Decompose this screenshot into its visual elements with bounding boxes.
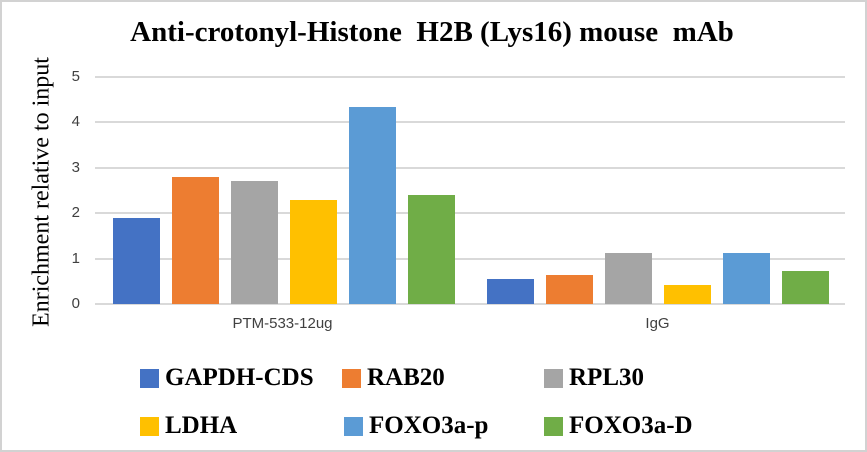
bar-group-PTM-533-12ug [113,106,455,304]
gridline-0 [95,303,845,305]
x-category-label-IgG: IgG [645,315,670,332]
bar-group-IgG [487,252,829,304]
y-tick-label-4: 4 [71,113,80,131]
gridline-5 [95,76,845,78]
legend-item-FOXO3a-D: FOXO3a-D [544,412,693,440]
legend-item-RAB20: RAB20 [342,364,445,392]
bar-RPL30-IgG [605,252,652,304]
bar-FOXO3a-p-IgG [723,252,770,304]
chart-title: Anti-crotonyl-Histone H2B (Lys16) mouse … [130,16,734,48]
gridline-2 [95,212,845,215]
legend-swatch-icon [544,416,563,436]
legend-label: RPL30 [569,364,644,391]
legend-item-FOXO3a-p: FOXO3a-p [344,412,488,440]
bar-LDHA-IgG [664,284,711,304]
legend-swatch-icon [344,416,363,436]
bar-GAPDH-CDS-IgG [487,279,534,304]
y-tick-label-5: 5 [71,68,80,85]
gridline-4 [95,121,845,124]
legend-label: LDHA [165,412,238,439]
bar-RAB20-IgG [546,274,593,304]
bar-FOXO3a-p-PTM-533-12ug [349,106,396,304]
bar-RAB20-PTM-533-12ug [172,176,219,304]
legend-label: FOXO3a-D [569,412,693,439]
x-category-label-PTM-533-12ug: PTM-533-12ug [232,315,333,332]
legend-item-LDHA: LDHA [140,412,237,440]
legend-swatch-icon [140,368,159,388]
legend-item-GAPDH-CDS: GAPDH-CDS [140,364,314,392]
legend-label: RAB20 [367,364,445,391]
legend-swatch-icon [342,368,361,388]
legend-swatch-icon [544,368,563,388]
y-tick-label-3: 3 [71,158,80,176]
bar-LDHA-PTM-533-12ug [290,199,337,304]
y-tick-label-0: 0 [71,295,80,312]
gridline-3 [95,166,845,169]
gridline-1 [95,257,845,260]
bar-FOXO3a-D-PTM-533-12ug [408,195,455,304]
y-axis-label: Enrichment relative to input [28,57,55,327]
bar-FOXO3a-D-IgG [782,270,829,304]
legend-label: GAPDH-CDS [165,364,314,391]
legend-item-RPL30: RPL30 [544,364,644,392]
bar-GAPDH-CDS-PTM-533-12ug [113,217,160,304]
plot-area [95,76,845,305]
y-tick-label-1: 1 [71,249,80,267]
bar-RPL30-PTM-533-12ug [231,181,278,304]
legend-swatch-icon [140,416,159,436]
y-tick-label-2: 2 [71,204,80,222]
legend-label: FOXO3a-p [369,412,489,439]
